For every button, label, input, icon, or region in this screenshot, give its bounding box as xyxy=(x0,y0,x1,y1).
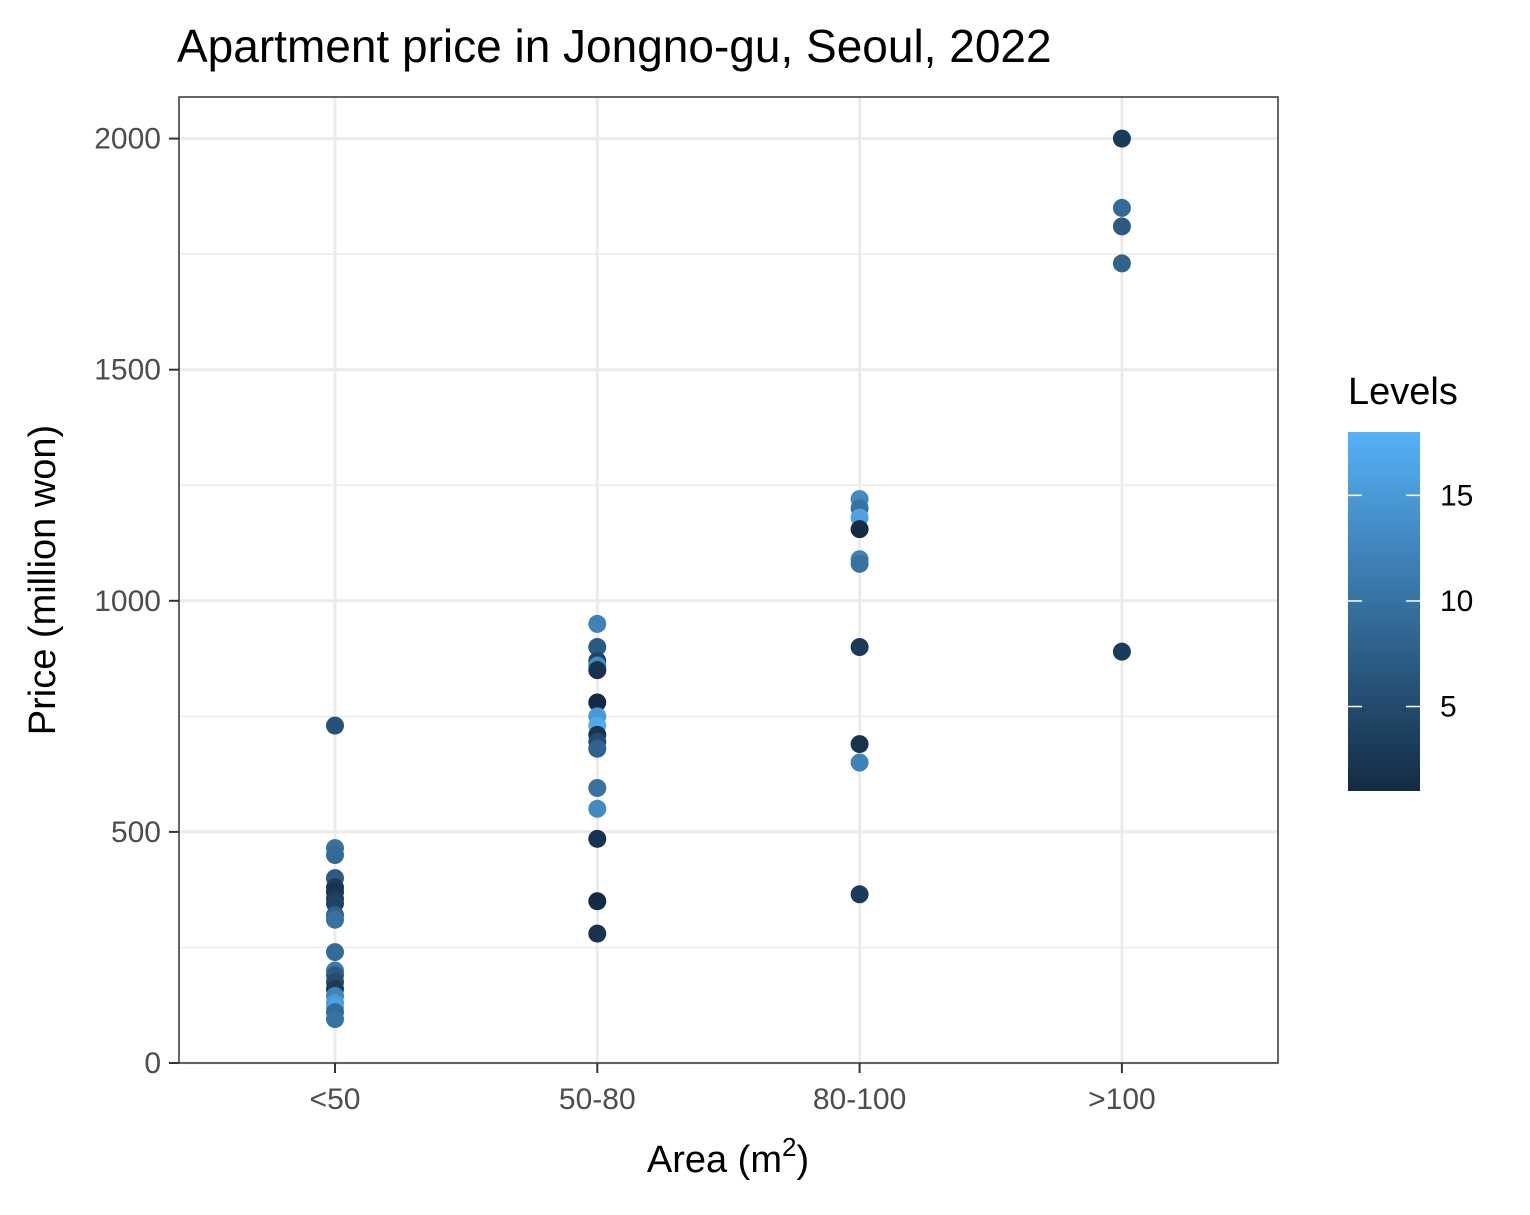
x-axis-title: Area (m2) xyxy=(647,1132,809,1181)
data-point xyxy=(850,520,869,539)
legend-tick-label: 15 xyxy=(1440,479,1473,512)
data-point xyxy=(588,739,607,758)
data-point xyxy=(850,753,869,772)
data-point xyxy=(588,638,607,657)
data-point xyxy=(850,735,869,754)
data-point xyxy=(588,614,607,633)
y-axis-title: Price (million won) xyxy=(22,425,64,735)
y-tick-label: 2000 xyxy=(94,123,161,156)
data-point xyxy=(588,829,607,848)
data-points xyxy=(326,129,1131,1029)
legend: Levels 5 10 15 xyxy=(1348,371,1473,791)
data-point xyxy=(326,1010,344,1029)
legend-title: Levels xyxy=(1348,371,1458,413)
y-axis: 0 500 1000 1500 2000 xyxy=(94,123,179,1080)
data-point xyxy=(326,716,344,735)
x-tick-label: 50-80 xyxy=(559,1083,636,1116)
data-point xyxy=(588,661,607,680)
data-point xyxy=(588,778,607,797)
data-point xyxy=(326,943,344,962)
legend-tick-label: 10 xyxy=(1440,585,1473,618)
legend-tick-label: 5 xyxy=(1440,691,1457,724)
chart-title: Apartment price in Jongno-gu, Seoul, 202… xyxy=(177,20,1052,72)
x-axis-title-text: Area (m xyxy=(647,1139,782,1181)
data-point xyxy=(1112,254,1131,273)
data-point xyxy=(850,638,869,657)
data-point xyxy=(1112,217,1131,236)
data-point xyxy=(588,693,607,712)
x-axis-title-superscript: 2 xyxy=(782,1132,796,1162)
y-tick-label: 1500 xyxy=(94,354,161,387)
data-point xyxy=(1112,642,1131,661)
x-tick-label: <50 xyxy=(310,1083,361,1116)
y-tick-label: 0 xyxy=(144,1047,161,1080)
data-point xyxy=(850,554,869,573)
x-axis-title-suffix: ) xyxy=(796,1139,809,1181)
data-point xyxy=(588,799,607,818)
x-tick-label: 80-100 xyxy=(813,1083,906,1116)
data-point xyxy=(326,910,344,929)
x-tick-label: >100 xyxy=(1088,1083,1156,1116)
data-point xyxy=(588,924,607,943)
y-tick-label: 500 xyxy=(111,816,161,849)
data-point xyxy=(588,892,607,911)
data-point xyxy=(850,885,869,904)
legend-ticks: 5 10 15 xyxy=(1348,479,1473,724)
legend-colorbar xyxy=(1348,432,1420,791)
data-point xyxy=(326,846,344,865)
x-axis: <50 50-80 80-100 >100 xyxy=(310,1063,1156,1116)
data-point xyxy=(1112,198,1131,217)
data-point xyxy=(1112,129,1131,148)
y-tick-label: 1000 xyxy=(94,585,161,618)
plot-panel-border xyxy=(178,96,1279,1064)
